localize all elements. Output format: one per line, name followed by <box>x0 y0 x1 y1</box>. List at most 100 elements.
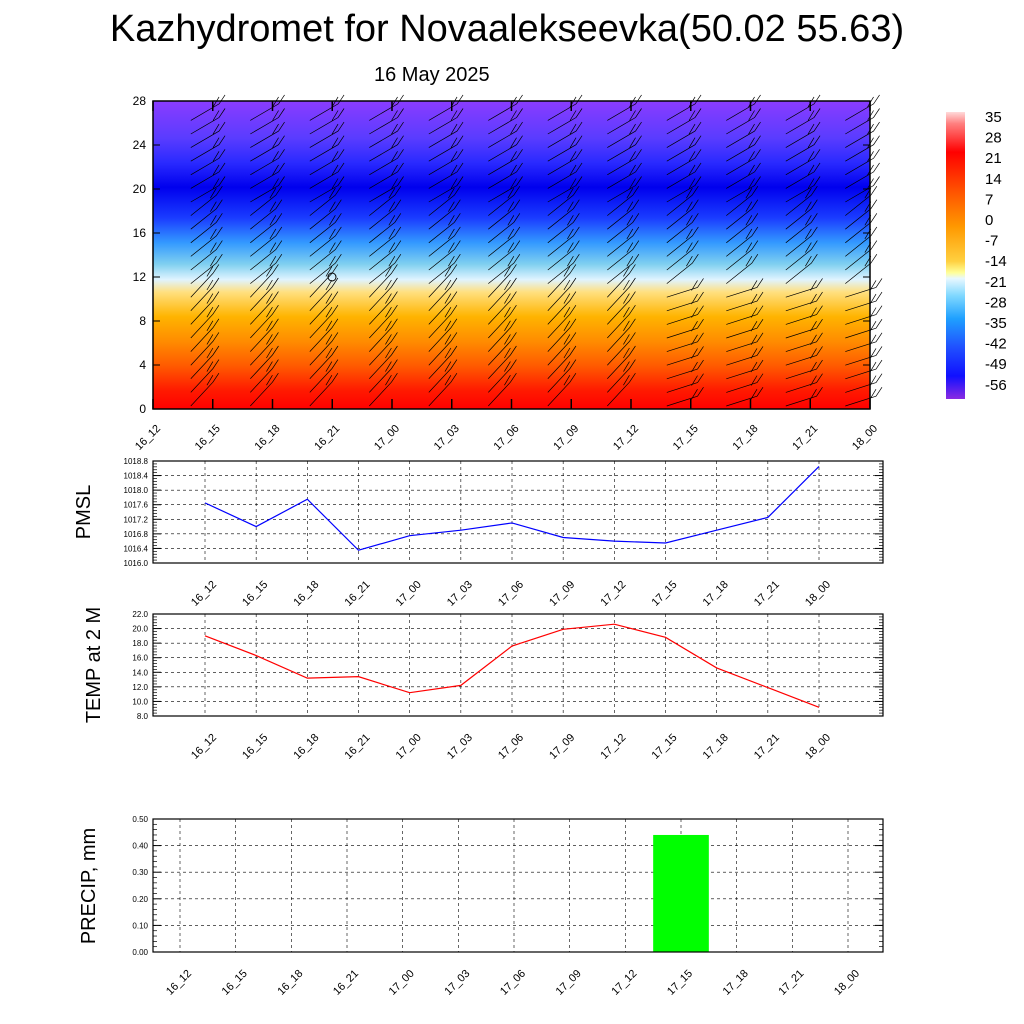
wind-barb <box>428 305 458 339</box>
wind-barb <box>607 305 636 339</box>
wind-barb <box>547 226 580 257</box>
x-tick-label: 16_12 <box>189 732 219 762</box>
temp-grid <box>153 613 883 717</box>
wind-barb <box>785 346 823 366</box>
wind-barb <box>428 108 464 135</box>
wind-barb <box>845 332 883 352</box>
wind-barb <box>785 108 821 135</box>
colorbar-label: -7 <box>985 233 998 250</box>
wind-barb <box>785 185 818 216</box>
wind-barb <box>726 94 761 121</box>
wind-barb <box>309 277 339 312</box>
wind-barb <box>369 318 398 352</box>
wind-barb <box>190 185 223 216</box>
wind-barb <box>607 162 642 189</box>
wind-barb <box>666 149 702 176</box>
wind-barb <box>428 121 464 148</box>
y-tick-label: 24 <box>133 138 147 152</box>
wind-barb <box>785 278 823 298</box>
y-tick-label: 16 <box>133 226 147 240</box>
wind-barb <box>785 240 818 271</box>
x-tick-label: 17_06 <box>496 579 526 609</box>
colorbar-label: -28 <box>985 294 1007 311</box>
wind-barb <box>488 253 521 284</box>
wind-barb <box>547 291 577 325</box>
y-tick-label: 20.0 <box>132 625 148 634</box>
precip-y-label: PRECIP, mm <box>78 828 100 944</box>
wind-barb <box>190 121 226 148</box>
wind-barb <box>547 332 577 366</box>
y-tick-label: 1017.6 <box>124 501 149 510</box>
wind-barb <box>607 332 636 366</box>
wind-barbs <box>190 94 883 407</box>
wind-barb <box>309 318 339 352</box>
wind-barb <box>785 176 821 203</box>
x-tick-label: 16_15 <box>240 732 270 762</box>
x-tick-label: 17_21 <box>790 423 820 453</box>
wind-barb <box>607 318 636 352</box>
wind-barb <box>309 240 342 271</box>
wind-barb <box>785 359 823 380</box>
wind-barb <box>785 373 823 393</box>
y-tick-label: 14.0 <box>132 668 148 677</box>
x-tick-label: 18_00 <box>850 423 880 453</box>
x-tick-label: 18_00 <box>803 579 833 609</box>
wind-barb <box>190 94 226 121</box>
wind-barb <box>607 359 636 393</box>
x-tick-label: 18_00 <box>832 968 862 998</box>
colorbar-labels: 35 28 21 14 7 0 -7 -14 -21 -28 -35 -42 -49 -56 <box>985 109 1007 394</box>
wind-barb <box>369 240 402 271</box>
wind-barb <box>369 264 398 298</box>
x-tick-label: 17_06 <box>492 423 522 453</box>
wind-barb <box>250 108 285 135</box>
temp-y-label: TEMP at 2 M <box>83 607 105 723</box>
wind-barb <box>428 240 461 271</box>
wind-barb <box>369 176 404 203</box>
colorbar-label: 0 <box>985 212 993 229</box>
y-tick-label: 0.40 <box>132 842 148 851</box>
wind-barb <box>607 226 640 257</box>
wind-barb <box>666 291 704 312</box>
x-tick-label: 17_18 <box>721 968 751 998</box>
wind-barb <box>250 253 283 284</box>
wind-barb <box>309 253 342 284</box>
colorbar-label: 28 <box>985 130 1002 147</box>
wind-barb <box>845 291 883 312</box>
wind-barb <box>369 373 398 407</box>
wind-barb <box>250 318 279 352</box>
x-tick-label: 17_21 <box>776 968 806 998</box>
wind-barb <box>428 176 464 203</box>
x-tick-label: 16_18 <box>291 579 321 609</box>
wind-barb <box>726 135 761 162</box>
wind-barb <box>190 135 226 162</box>
x-tick-label: 18_00 <box>803 732 833 762</box>
y-tick-label: 0.00 <box>132 948 148 957</box>
wind-barb <box>726 253 759 284</box>
x-tick-label: 16_15 <box>240 579 270 609</box>
wind-barb <box>309 291 339 325</box>
wind-barb <box>190 277 220 312</box>
x-tick-label: 17_09 <box>554 968 584 998</box>
wind-barb <box>726 226 759 257</box>
wind-barb <box>428 253 461 284</box>
wind-barb <box>785 199 818 230</box>
wind-barb <box>488 345 517 380</box>
wind-barb <box>547 121 583 148</box>
wind-barb <box>190 373 220 407</box>
wind-barb <box>309 176 345 203</box>
precip-bar <box>653 834 709 952</box>
wind-barb <box>666 359 704 380</box>
wind-barb <box>309 213 342 244</box>
wind-barb <box>666 176 702 203</box>
wind-barb <box>428 264 458 298</box>
y-tick-label: 18.0 <box>132 639 148 648</box>
wind-barb <box>666 213 699 244</box>
wind-barb <box>547 176 583 203</box>
wind-barb <box>369 121 404 148</box>
wind-barb <box>488 176 523 203</box>
wind-barb <box>428 199 461 230</box>
wind-barb <box>547 108 583 135</box>
wind-barb <box>250 149 285 176</box>
wind-barb <box>190 213 223 244</box>
wind-barb <box>369 277 398 312</box>
